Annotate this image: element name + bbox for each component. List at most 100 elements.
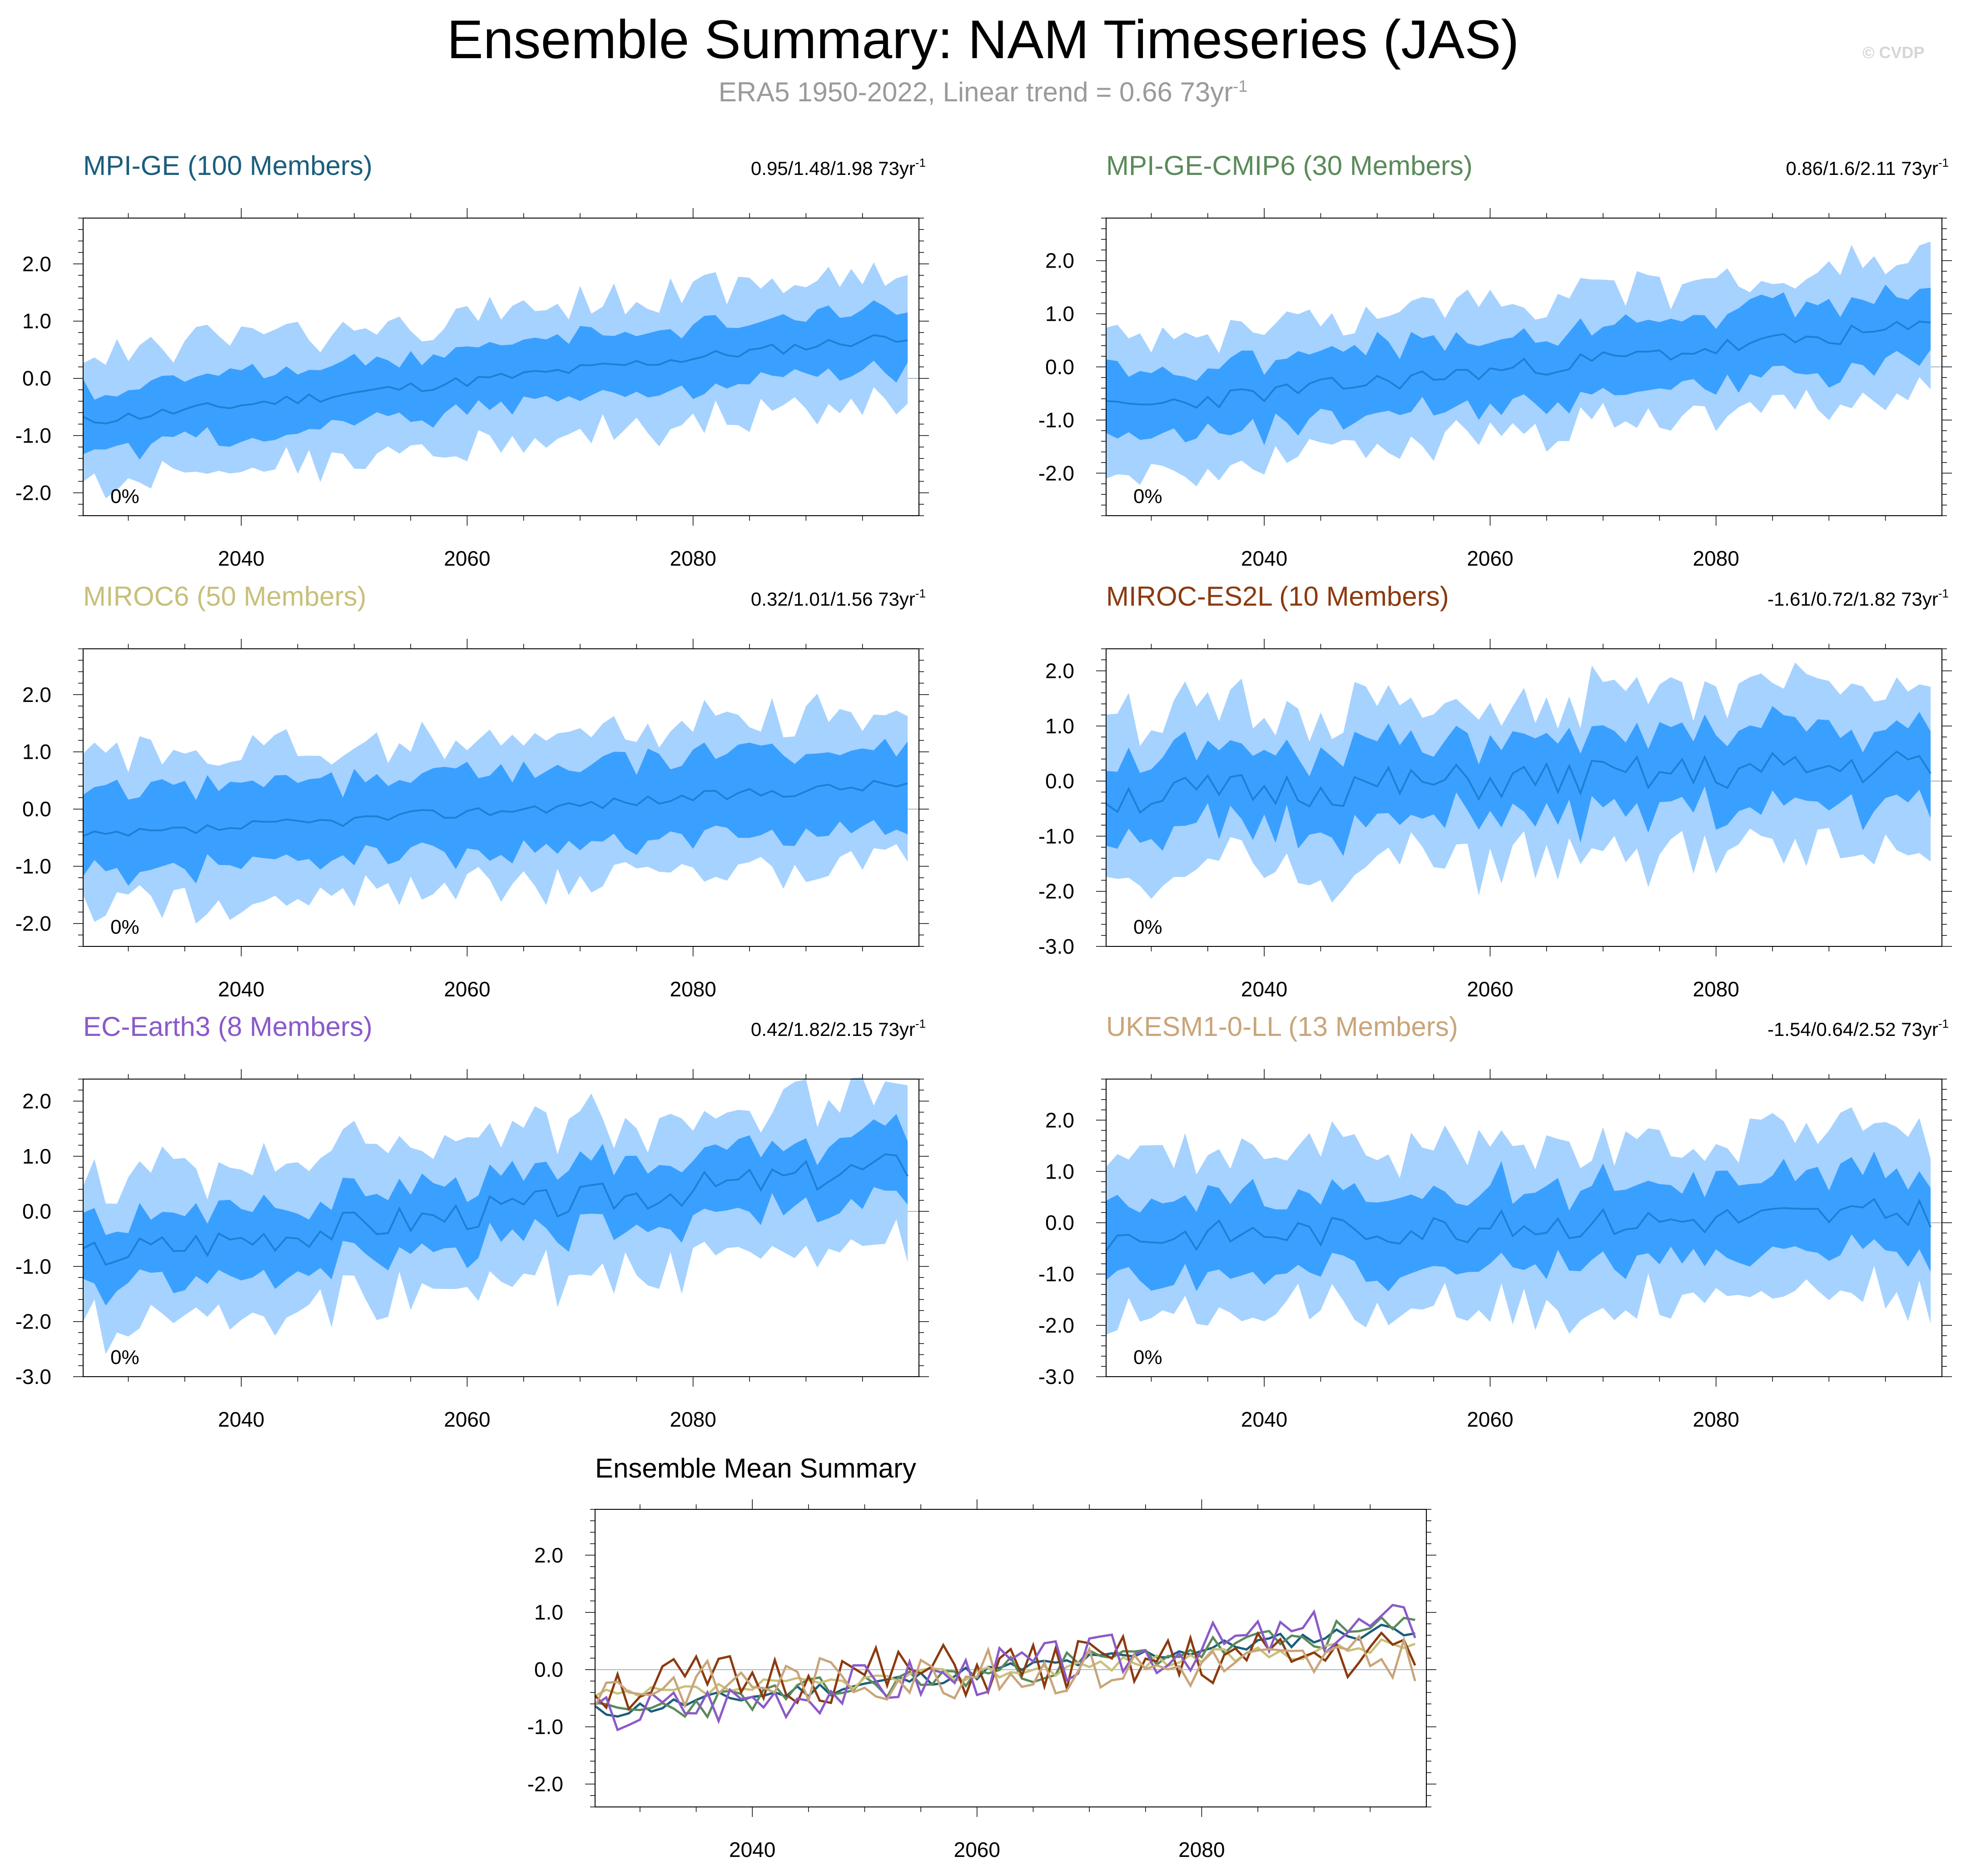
y-tick-label: 2.0 bbox=[1045, 1108, 1074, 1132]
x-tick-label: 2040 bbox=[729, 1838, 775, 1861]
y-tick-label: -2.0 bbox=[1038, 880, 1074, 903]
percent-label: 0% bbox=[1133, 916, 1162, 938]
percent-label: 0% bbox=[110, 1346, 139, 1368]
y-tick-label: 0.0 bbox=[22, 1199, 51, 1223]
x-tick-label: 2060 bbox=[444, 1408, 490, 1431]
x-tick-label: 2040 bbox=[1241, 547, 1287, 570]
panel-stat-superscript: -1 bbox=[915, 1017, 926, 1030]
y-tick-label: -2.0 bbox=[1038, 1314, 1074, 1337]
panel-stat-superscript: -1 bbox=[1938, 1017, 1949, 1030]
y-tick-label: -3.0 bbox=[1038, 935, 1074, 958]
y-tick-label: -2.0 bbox=[15, 481, 51, 505]
x-tick-label: 2080 bbox=[1693, 1408, 1739, 1431]
x-tick-label: 2080 bbox=[670, 547, 716, 570]
panel-stat: -1.61/0.72/1.82 73yr-1 bbox=[1767, 587, 1949, 610]
panel-title: MPI-GE (100 Members) bbox=[83, 150, 372, 181]
y-tick-label: 2.0 bbox=[22, 252, 51, 276]
x-tick-label: 2080 bbox=[1693, 977, 1739, 1001]
y-tick-label: 2.0 bbox=[1045, 249, 1074, 273]
x-tick-label: 2080 bbox=[670, 1408, 716, 1431]
panel-stat-superscript: -1 bbox=[915, 156, 926, 169]
y-tick-label: -1.0 bbox=[15, 1254, 51, 1278]
plot-frame-4 bbox=[83, 1079, 919, 1377]
x-tick-label: 2060 bbox=[954, 1838, 1000, 1861]
ensemble-mean-line bbox=[1105, 750, 1931, 814]
ensemble-mean-line bbox=[1106, 320, 1931, 409]
panel-stat-text: 0.86/1.6/2.11 73yr bbox=[1786, 158, 1938, 179]
y-tick-label: -2.0 bbox=[1038, 461, 1074, 485]
plot-frame-5 bbox=[1106, 1079, 1942, 1377]
series-line-mpi-ge-cmip6 bbox=[595, 1616, 1415, 1719]
x-tick-label: 2040 bbox=[1241, 977, 1287, 1001]
panel-stat: 0.86/1.6/2.11 73yr-1 bbox=[1786, 156, 1949, 179]
y-tick-label: 1.0 bbox=[22, 740, 51, 764]
y-tick-label: 1.0 bbox=[1045, 714, 1074, 738]
y-tick-label: 0.0 bbox=[22, 367, 51, 390]
inner-band bbox=[1106, 706, 1931, 856]
y-tick-label: 0.0 bbox=[1045, 769, 1074, 793]
percent-label: 0% bbox=[110, 916, 139, 938]
y-tick-label: 1.0 bbox=[22, 1145, 51, 1168]
inner-band bbox=[83, 1114, 908, 1306]
x-tick-label: 2080 bbox=[1693, 547, 1739, 570]
panel-title: UKESM1-0-LL (13 Members) bbox=[1106, 1011, 1458, 1042]
panel-stat: -1.54/0.64/2.52 73yr-1 bbox=[1767, 1017, 1949, 1040]
y-tick-label: 2.0 bbox=[1045, 659, 1074, 683]
panel-stat-text: 0.32/1.01/1.56 73yr bbox=[751, 588, 915, 610]
y-tick-label: -3.0 bbox=[15, 1365, 51, 1388]
series-line-miroc6 bbox=[594, 1638, 1416, 1698]
y-tick-label: 2.0 bbox=[22, 683, 51, 707]
x-tick-label: 2060 bbox=[1467, 977, 1513, 1001]
panel-title: MIROC6 (50 Members) bbox=[83, 581, 366, 612]
panel-4: 2.0 1.0 0.0 -1.0 -2.0 -3.0 2040 2060 2080 EC-Eart… bbox=[15, 1011, 929, 1431]
panel-title: Ensemble Mean Summary bbox=[595, 1453, 916, 1483]
inner-band bbox=[1106, 284, 1931, 445]
panel-6: 2.0 1.0 0.0 -1.0 -2.0 2040 2060 2080 Ensemble Me… bbox=[527, 1453, 1436, 1861]
panel-stat-superscript: -1 bbox=[915, 587, 926, 600]
panel-stat-text: -1.54/0.64/2.52 73yr bbox=[1767, 1019, 1938, 1040]
series-line-mpi-ge bbox=[594, 1623, 1415, 1718]
y-tick-label: -1.0 bbox=[1038, 824, 1074, 848]
series-line-miroc-es2l bbox=[594, 1631, 1416, 1712]
y-tick-label: -2.0 bbox=[527, 1772, 563, 1796]
y-tick-label: -1.0 bbox=[15, 424, 51, 448]
panel-stat-superscript: -1 bbox=[1938, 156, 1949, 169]
y-tick-label: 0.0 bbox=[1045, 1211, 1074, 1234]
percent-label: 0% bbox=[110, 485, 139, 508]
panel-stat-text: 0.42/1.82/2.15 73yr bbox=[751, 1019, 915, 1040]
inner-band bbox=[83, 300, 908, 460]
x-tick-label: 2080 bbox=[1178, 1838, 1225, 1861]
x-tick-label: 2060 bbox=[1467, 547, 1513, 570]
plot-frame-3 bbox=[1106, 648, 1942, 947]
y-tick-label: 2.0 bbox=[534, 1543, 563, 1567]
ensemble-mean-line bbox=[1105, 1198, 1931, 1252]
panel-2: 2.0 1.0 0.0 -1.0 -2.0 2040 2060 2080 MIROC6 (50 … bbox=[15, 581, 929, 1001]
panel-title: EC-Earth3 (8 Members) bbox=[83, 1011, 372, 1042]
series-line-ukesm1-0-ll bbox=[594, 1634, 1416, 1709]
y-tick-label: 0.0 bbox=[22, 797, 51, 821]
y-tick-label: -3.0 bbox=[1038, 1365, 1074, 1388]
page-subtitle: ERA5 1950-2022, Linear trend = 0.66 73yr… bbox=[0, 76, 1966, 108]
y-tick-label: 1.0 bbox=[1045, 1159, 1074, 1183]
panel-stat-text: 0.95/1.48/1.98 73yr bbox=[751, 158, 915, 179]
panel-title: MIROC-ES2L (10 Members) bbox=[1106, 581, 1449, 612]
panel-5: 2.0 1.0 0.0 -1.0 -2.0 -3.0 2040 2060 2080 UKESM1-… bbox=[1038, 1011, 1952, 1431]
y-tick-label: -1.0 bbox=[1038, 1262, 1074, 1286]
y-tick-label: -1.0 bbox=[1038, 408, 1074, 432]
subtitle-text: ERA5 1950-2022, Linear trend = 0.66 73yr bbox=[718, 77, 1233, 107]
y-tick-label: 1.0 bbox=[1045, 302, 1074, 326]
page-title: Ensemble Summary: NAM Timeseries (JAS) bbox=[447, 9, 1519, 70]
panel-stat: 0.95/1.48/1.98 73yr-1 bbox=[751, 156, 926, 179]
x-tick-label: 2060 bbox=[444, 977, 490, 1001]
x-tick-label: 2060 bbox=[1467, 1408, 1513, 1431]
subtitle-superscript: -1 bbox=[1233, 77, 1248, 95]
x-tick-label: 2040 bbox=[1241, 1408, 1287, 1431]
panel-stat: 0.32/1.01/1.56 73yr-1 bbox=[751, 587, 926, 610]
x-tick-label: 2060 bbox=[444, 547, 490, 570]
panel-stat: 0.42/1.82/2.15 73yr-1 bbox=[751, 1017, 926, 1040]
ensemble-mean-line bbox=[83, 780, 908, 837]
inner-band bbox=[1106, 1151, 1931, 1292]
y-tick-label: -2.0 bbox=[15, 1310, 51, 1334]
panel-3: 2.0 1.0 0.0 -1.0 -2.0 -3.0 2040 2060 2080 MIROC-E… bbox=[1038, 581, 1952, 1001]
